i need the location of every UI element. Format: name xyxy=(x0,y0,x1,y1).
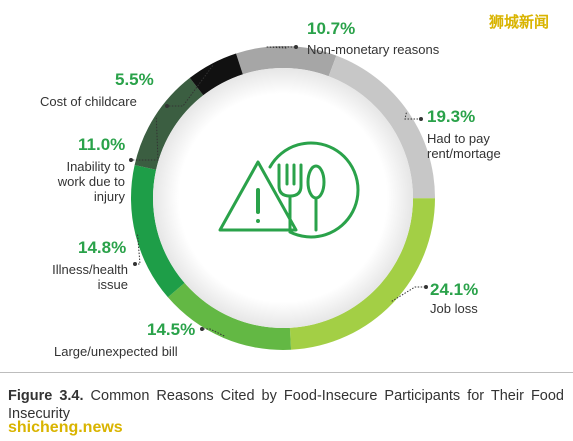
leader-dot-illness xyxy=(133,262,137,266)
pct-rent: 19.3% xyxy=(427,107,476,126)
pct-childcare: 5.5% xyxy=(115,70,154,89)
pct-unexpected-bill: 14.5% xyxy=(147,320,196,339)
figure-caption: Figure 3.4. Common Reasons Cited by Food… xyxy=(8,387,564,423)
label-rent: Had to pay rent/mortage xyxy=(427,131,501,161)
pct-non-monetary: 10.7% xyxy=(307,19,356,38)
leader-dot-childcare xyxy=(165,104,169,108)
leader-lines xyxy=(129,45,428,337)
food-insecurity-warning-icon xyxy=(218,141,360,239)
watermark-top-right: 狮城新闻 xyxy=(489,14,550,31)
leader-non-monetary xyxy=(265,46,296,49)
leader-rent xyxy=(404,112,421,120)
leader-dot-job-loss xyxy=(424,285,428,289)
leader-dot-injury xyxy=(129,158,133,162)
slice-rent xyxy=(328,55,435,199)
slice-childcare xyxy=(189,53,243,96)
watermark-bottom-left: shicheng.news xyxy=(8,419,123,436)
label-unexpected-bill: Large/unexpected bill xyxy=(54,344,178,359)
figure-number: Figure 3.4. xyxy=(8,388,84,404)
leader-unexpected-bill xyxy=(202,328,225,337)
slice-job-loss xyxy=(289,198,435,350)
donut-hole xyxy=(153,68,413,328)
label-job-loss: Job loss xyxy=(430,301,478,316)
pct-illness: 14.8% xyxy=(78,238,127,257)
donut-slices xyxy=(131,46,435,350)
label-illness: Illness/health issue xyxy=(52,262,128,292)
slice-illness xyxy=(131,164,185,298)
label-childcare: Cost of childcare xyxy=(40,94,137,109)
leader-dot-unexpected-bill xyxy=(200,327,204,331)
label-non-monetary: Non-monetary reasons xyxy=(307,42,440,57)
pct-injury: 11.0% xyxy=(78,135,126,154)
slice-injury xyxy=(134,77,204,170)
leader-injury xyxy=(131,117,159,161)
slice-non-monetary xyxy=(236,46,337,77)
leader-dot-non-monetary xyxy=(294,45,298,49)
leader-job-loss xyxy=(391,286,426,302)
leader-childcare xyxy=(167,65,214,107)
pct-job-loss: 24.1% xyxy=(430,280,479,299)
leader-dot-rent xyxy=(419,117,423,121)
slice-unexpected-bill xyxy=(167,282,292,350)
divider xyxy=(0,372,573,373)
figure-caption-text: Common Reasons Cited by Food-Insecure Pa… xyxy=(8,388,564,422)
leader-illness xyxy=(135,234,141,265)
label-injury: Inability to work due to injury xyxy=(57,159,125,204)
